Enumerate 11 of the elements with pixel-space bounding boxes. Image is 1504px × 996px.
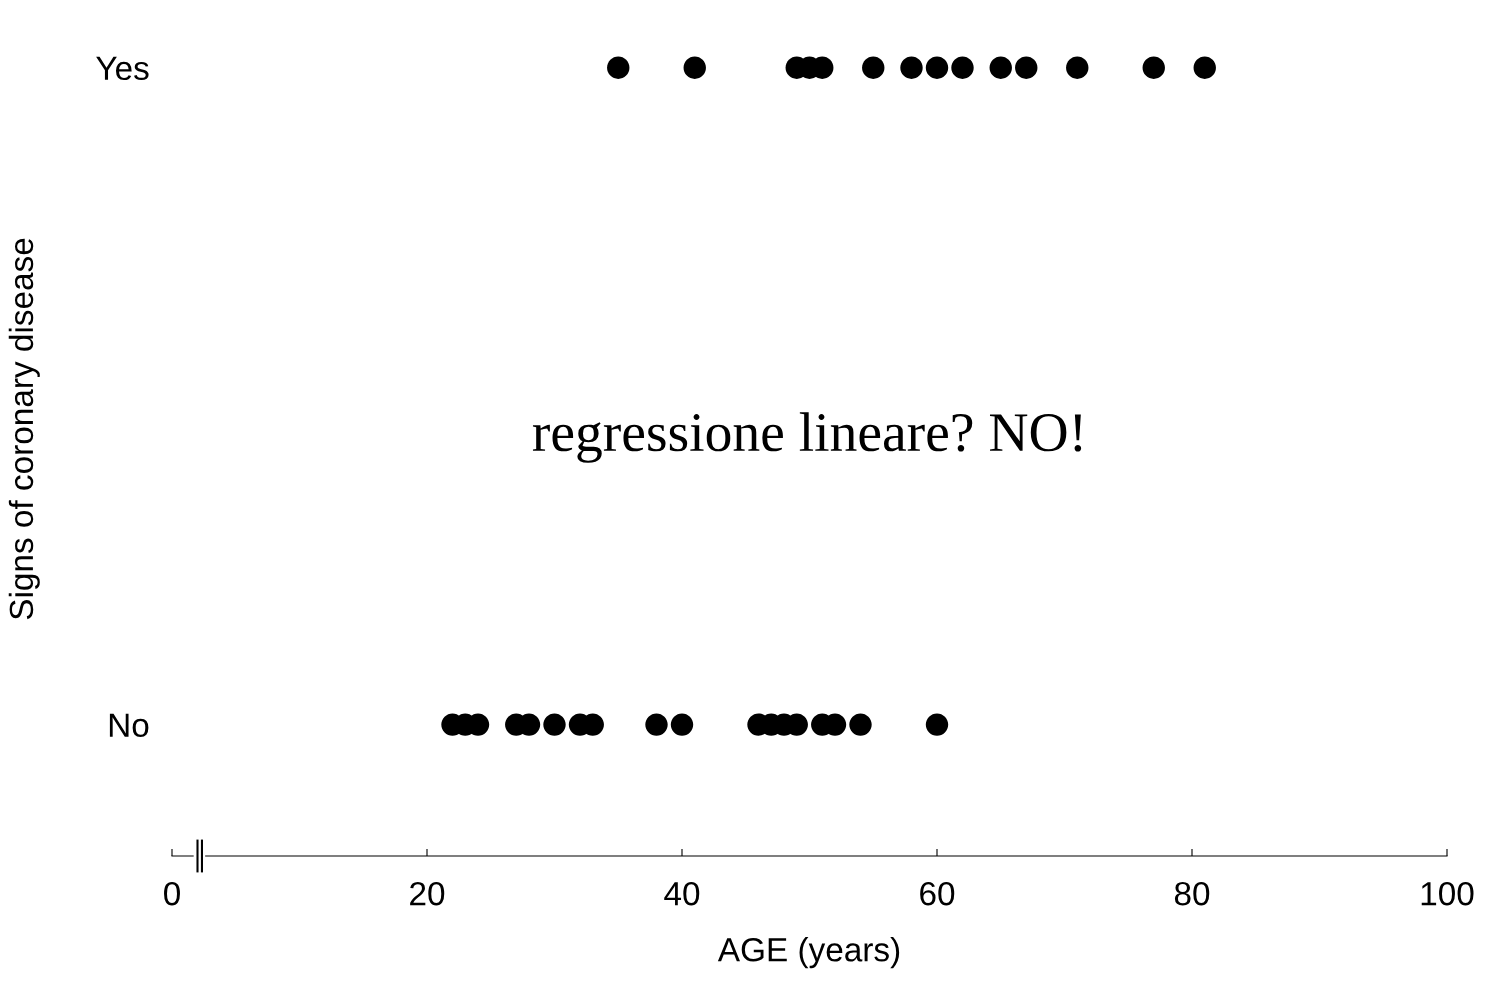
y-axis-title: Signs of coronary disease [8,238,40,620]
annotation: regressione lineare? NO! [532,412,1082,463]
y-tick-label: Yes [96,56,149,81]
x-tick-label: 20 [410,881,445,906]
x-axis-title: AGE (years) [717,937,900,969]
y-tick-label: No [109,713,149,738]
x-tick-label: 100 [1421,881,1474,906]
x-tick-label: 60 [920,881,955,906]
x-tick-label: 0 [164,881,180,906]
x-tick-label: 80 [1174,881,1210,906]
x-tick-label: 40 [664,881,700,906]
